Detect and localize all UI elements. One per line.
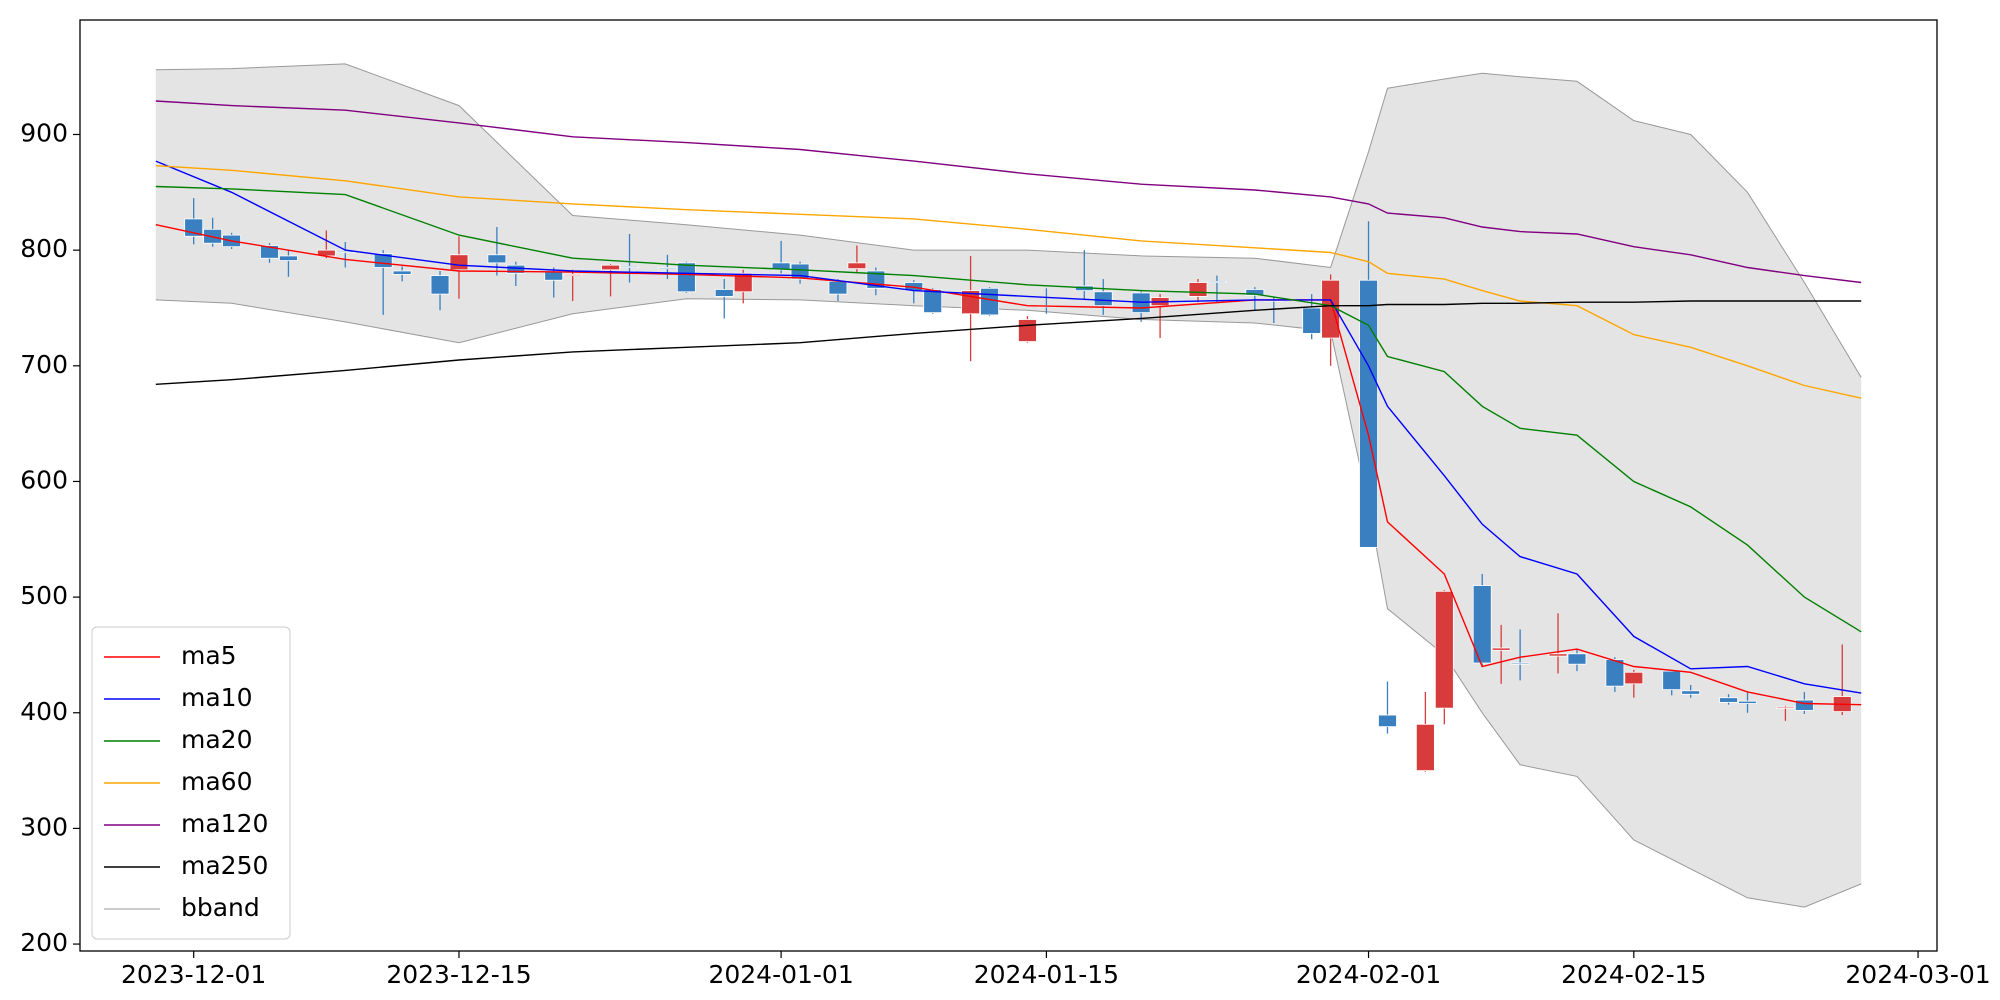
legend-label: ma20 <box>181 725 252 754</box>
x-tick-label: 2024-02-15 <box>1561 960 1706 989</box>
candle-body <box>658 267 677 270</box>
bband-upper <box>155 63 1862 378</box>
y-tick-label: 200 <box>20 928 68 957</box>
candle-body <box>1415 723 1435 771</box>
y-tick-label: 700 <box>20 350 68 379</box>
candle-body <box>1472 585 1492 664</box>
legend-label: ma120 <box>181 809 268 838</box>
bband-fill <box>155 63 1862 908</box>
candle-body <box>1321 279 1341 339</box>
candle-body <box>430 275 450 295</box>
legend-label: ma5 <box>181 641 237 670</box>
candle-body <box>1567 653 1587 665</box>
candle-body <box>1681 690 1701 695</box>
legend-label: ma250 <box>181 851 268 880</box>
y-tick-label: 800 <box>20 234 68 263</box>
candle-body <box>601 264 620 271</box>
x-tick-label: 2023-12-01 <box>121 960 266 989</box>
candle-body <box>1794 699 1814 711</box>
x-tick-label: 2024-02-01 <box>1296 960 1441 989</box>
legend-label: ma10 <box>181 683 252 712</box>
ma-line <box>155 100 1862 284</box>
ma-line <box>155 160 1862 694</box>
legend: ma5 ma10 ma20 ma60 ma120 ma250 bband <box>91 626 291 940</box>
candle-body <box>923 289 943 314</box>
candle-body <box>1378 714 1397 728</box>
candle-body <box>847 262 867 270</box>
candle-body <box>1738 700 1757 704</box>
candle-body <box>1719 697 1738 703</box>
candle-body <box>260 245 279 259</box>
ma-line <box>155 300 1862 385</box>
candle-body <box>1245 289 1265 296</box>
candle-body <box>392 270 412 275</box>
candle-body <box>1434 590 1454 709</box>
candle-body <box>1662 670 1682 691</box>
legend-box <box>91 626 291 940</box>
y-tick-label: 400 <box>20 697 68 726</box>
legend-label: ma60 <box>181 767 252 796</box>
candle-body <box>1207 280 1227 283</box>
candle-body <box>714 289 734 297</box>
candle-body <box>1491 647 1511 651</box>
candle-body <box>1188 282 1208 297</box>
candle-body <box>1548 653 1568 657</box>
candle-body <box>676 262 696 293</box>
candle-body <box>733 272 753 293</box>
candle-body <box>1605 659 1625 687</box>
candle-body <box>544 271 564 281</box>
x-tick-label: 2023-12-15 <box>386 960 531 989</box>
candle-body <box>1018 319 1037 342</box>
candle-body <box>620 265 639 268</box>
y-tick-label: 600 <box>20 465 68 494</box>
candle-body <box>487 254 507 264</box>
candle-body <box>1776 706 1795 709</box>
candle-body <box>449 254 469 271</box>
y-tick-label: 500 <box>20 581 68 610</box>
candle-body <box>980 287 999 316</box>
y-tick-label: 900 <box>20 118 68 147</box>
y-tick-label: 300 <box>20 812 68 841</box>
candle-body <box>1359 279 1378 548</box>
x-tick-label: 2024-01-01 <box>708 960 853 989</box>
legend-label: bband <box>181 893 260 922</box>
x-tick-label: 2024-03-01 <box>1845 960 1990 989</box>
candle-body <box>563 274 583 277</box>
candle-body <box>1302 307 1322 334</box>
candle-body <box>1624 671 1644 685</box>
x-tick-label: 2024-01-15 <box>974 960 1119 989</box>
candle-body <box>1093 291 1113 307</box>
candle-body <box>279 255 298 261</box>
candle-body <box>771 262 791 271</box>
candle-body <box>1510 662 1530 665</box>
plot-frame <box>79 19 1938 952</box>
ma-line <box>155 165 1862 399</box>
candle-body <box>828 280 848 295</box>
